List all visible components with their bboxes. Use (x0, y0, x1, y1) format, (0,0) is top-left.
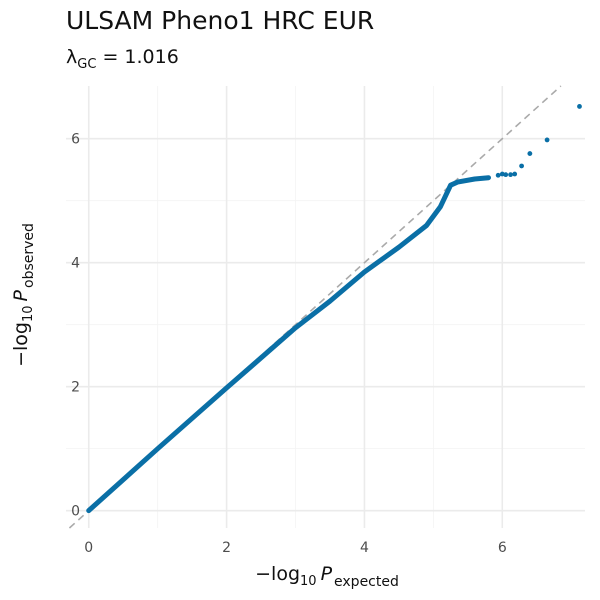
y-axis-title-base: 10 (21, 305, 36, 322)
lambda-value: = 1.016 (96, 46, 179, 68)
y-tick-labels: 0 2 4 6 (71, 132, 80, 520)
y-axis-title: −log10 Pobserved (10, 223, 37, 367)
y-axis-title-prefix: −log (10, 322, 32, 367)
chart-subtitle: λGC = 1.016 (66, 46, 179, 72)
x-tick-label: 6 (498, 540, 507, 556)
x-axis-title-prefix: −log (255, 563, 300, 585)
data-point (512, 171, 518, 177)
data-point (495, 172, 501, 178)
data-point (544, 137, 550, 143)
data-point (519, 163, 524, 169)
bulk-points-layer (86, 175, 491, 514)
data-point (503, 172, 509, 178)
y-tick-label: 6 (71, 132, 80, 148)
x-tick-label: 0 (84, 540, 93, 556)
y-tick-label: 4 (71, 256, 80, 272)
x-tick-label: 4 (360, 540, 369, 556)
x-tick-label: 2 (222, 540, 231, 556)
chart-title: ULSAM Pheno1 HRC EUR (66, 6, 375, 35)
y-axis-title-subscript: observed (21, 223, 37, 288)
x-tick-labels: 0 2 4 6 (84, 540, 507, 556)
data-point (527, 151, 533, 156)
x-axis-title-var: P (321, 563, 333, 585)
x-axis-title-subscript: expected (334, 574, 399, 590)
data-point (508, 172, 513, 178)
outlier-points-layer (495, 104, 582, 178)
x-axis-title-base: 10 (300, 574, 317, 589)
major-gridlines (66, 86, 585, 528)
minor-gridlines (66, 86, 585, 528)
lambda-symbol: λ (66, 46, 78, 68)
y-tick-label: 0 (71, 504, 80, 520)
data-point (577, 104, 582, 109)
lambda-subscript: GC (77, 56, 97, 72)
bulk-points (86, 175, 491, 514)
y-tick-label: 2 (71, 380, 80, 396)
y-axis-title-var: P (10, 289, 32, 301)
